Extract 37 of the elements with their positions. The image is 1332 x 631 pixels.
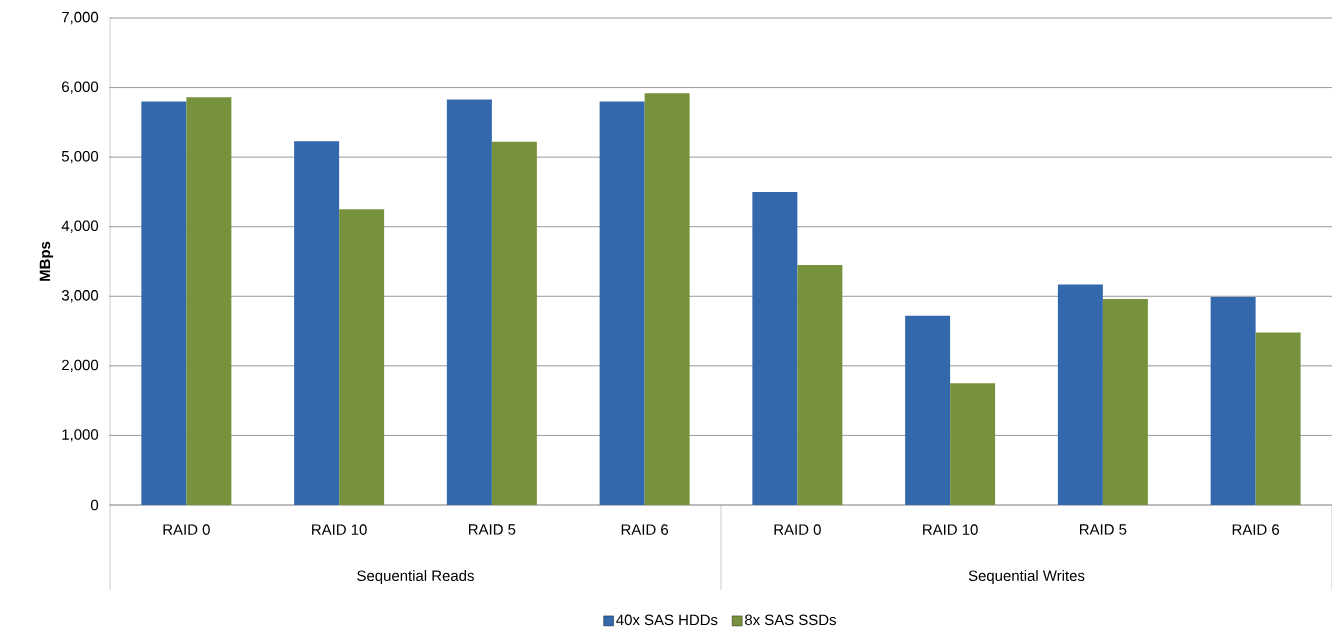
- bar: [1102, 299, 1148, 505]
- bar: [599, 101, 645, 505]
- y-tick-label: 1,000: [62, 429, 99, 442]
- x-tick-label: RAID 5: [1080, 524, 1127, 535]
- x-tick-label: RAID 0: [774, 524, 821, 535]
- y-tick-label: 6,000: [62, 81, 99, 94]
- bar: [797, 264, 843, 505]
- legend-label: 40x SAS HDDs: [616, 614, 718, 626]
- y-axis-title: MBps: [39, 241, 54, 281]
- x-tick-label: RAID 10: [312, 524, 367, 535]
- y-tick-label: 4,000: [61, 220, 99, 233]
- x-tick-label: RAID 10: [923, 524, 978, 535]
- bar: [1057, 284, 1103, 505]
- bar: [1255, 332, 1301, 505]
- legend-label: 8x SAS SSDs: [745, 614, 836, 626]
- y-tick-label: 7,000: [62, 11, 99, 25]
- bar: [1210, 296, 1256, 505]
- bar: [186, 97, 232, 505]
- bar: [141, 101, 187, 505]
- text: Sequential Writes: [968, 570, 1085, 584]
- y-tick-label: 5,000: [61, 150, 99, 164]
- x-tick-label: RAID 5: [469, 524, 516, 535]
- x-tick-label: RAID 6: [1232, 524, 1280, 535]
- text: Sequential Reads: [357, 570, 474, 584]
- bar: [905, 315, 951, 505]
- bar: [339, 209, 385, 505]
- y-tick-label: 2,000: [62, 359, 99, 373]
- bar: [294, 141, 340, 505]
- y-tick-label: 0: [90, 499, 99, 511]
- x-tick-label: RAID 6: [621, 524, 669, 535]
- bar: [752, 191, 798, 505]
- bar: [644, 93, 690, 505]
- bar: [491, 141, 537, 505]
- x-tick-label: RAID 0: [163, 524, 210, 535]
- y-tick-label: 3,000: [61, 290, 99, 303]
- bar: [446, 99, 492, 505]
- bar: [950, 383, 996, 505]
